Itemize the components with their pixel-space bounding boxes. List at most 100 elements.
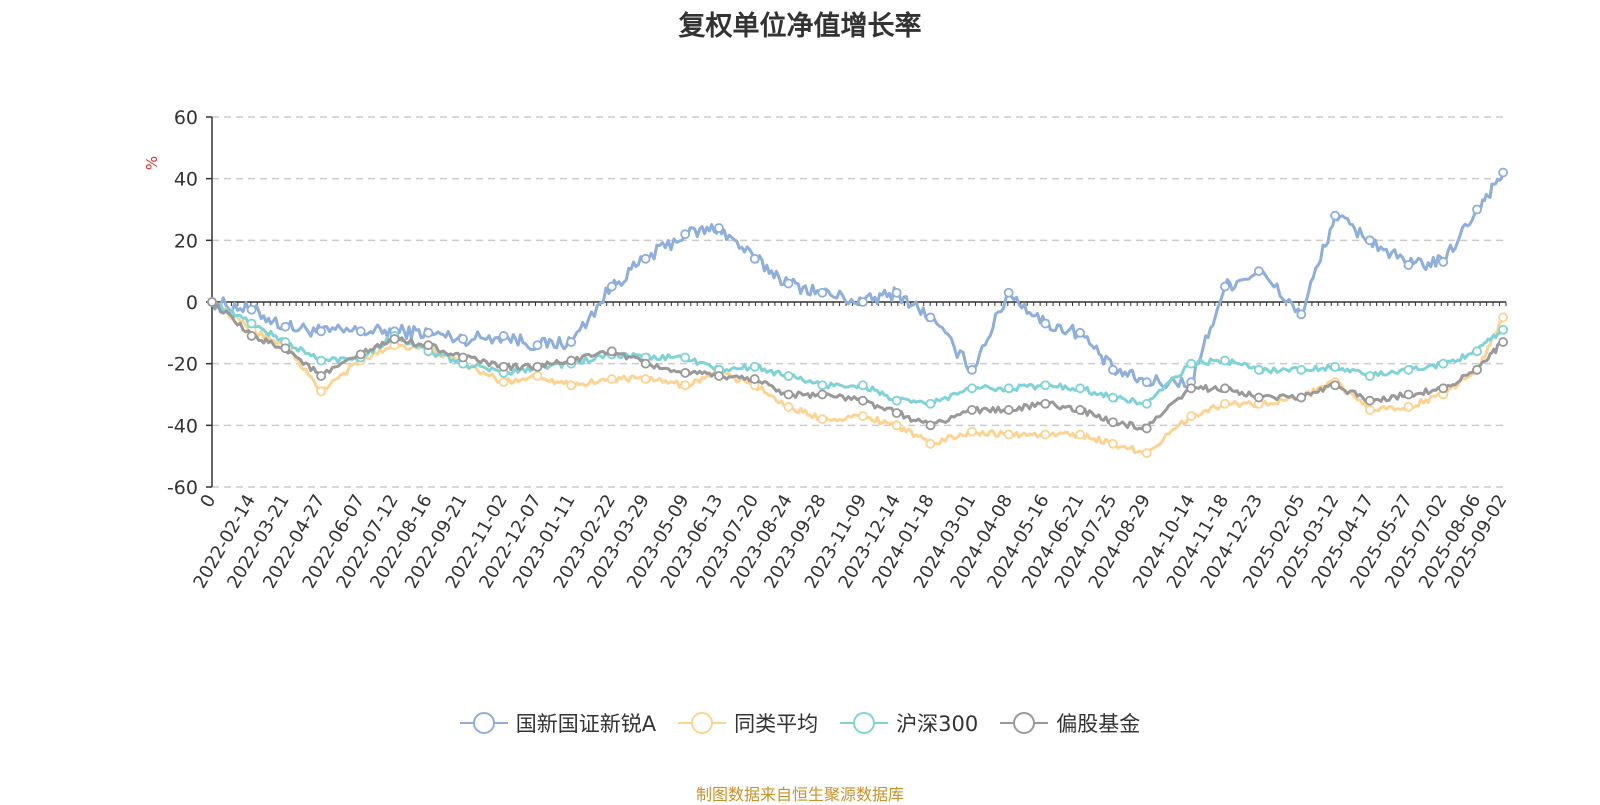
data-point [532,340,543,351]
data-point [925,312,936,323]
data-point [1364,405,1375,415]
legend-item[interactable]: 沪深300 [840,708,978,738]
data-point [1330,361,1340,372]
data-point [749,361,760,372]
data-point [280,321,291,332]
data-point [1403,260,1414,270]
data-point [316,371,327,381]
data-point [1472,346,1482,357]
data-point [246,304,257,315]
data-point [1253,392,1264,403]
data-point [1186,358,1197,369]
data-point [1330,210,1340,221]
data-point [1040,318,1051,329]
data-point [316,386,327,397]
data-point [1220,383,1230,394]
source-note: 制图数据来自恒生聚源数据库 [695,785,904,804]
data-point [1330,380,1340,391]
data-point [1498,324,1509,335]
data-point [1472,204,1482,215]
data-point [891,420,902,431]
legend: 国新国证新锐A 同类平均 沪深300 偏股基金 [0,708,1600,738]
data-point [423,327,434,338]
legend-label: 国新国证新锐A [515,712,657,736]
data-point [1075,383,1086,394]
data-point [1075,405,1086,415]
data-point [1364,395,1375,406]
data-point [1220,355,1230,366]
data-point [389,334,400,344]
data-point [606,281,617,292]
data-point [1003,287,1014,298]
data-point [817,414,828,425]
data-point [1403,389,1414,400]
data-point [891,395,902,406]
y-tick-label: -60 [167,477,198,499]
data-point [967,405,977,415]
legend-item[interactable]: 同类平均 [678,708,818,738]
y-tick-label: -20 [167,354,198,376]
data-point [498,331,509,341]
data-point [714,371,724,381]
data-point [246,318,257,329]
y-tick-label: -40 [167,415,198,437]
data-point [857,411,868,421]
data-point [925,420,936,431]
data-point [1403,401,1414,412]
legend-label: 偏股基金 [1056,712,1141,736]
data-point [1141,423,1152,434]
data-point [967,426,977,437]
data-point [857,380,868,391]
series-line-1 [210,301,1505,457]
data-point [1108,417,1118,428]
legend-marker-icon [1000,712,1049,734]
chart-title: 复权单位净值增长率 [678,11,922,42]
data-point [316,326,327,337]
data-point [1108,364,1118,375]
data-point [1498,312,1509,323]
data-point [680,380,691,391]
data-point [857,395,868,406]
legend-item[interactable]: 偏股基金 [1000,708,1140,738]
data-point [423,340,434,351]
data-point [1438,257,1449,267]
data-point [783,389,794,400]
data-point [1003,405,1014,415]
data-point [207,297,217,307]
data-point [925,438,936,449]
data-point [1364,371,1375,381]
y-tick-label: 0 [186,292,198,314]
y-axis: -60 -40 -20 0 20 40 60 [167,107,213,499]
data-point [817,287,828,298]
data-point [1253,364,1264,375]
data-point [280,343,291,354]
data-point [606,374,617,384]
data-point [355,349,366,360]
data-point [967,383,977,394]
data-point [1040,398,1051,409]
data-point [532,361,543,372]
data-point [1075,327,1086,338]
data-point [857,297,868,307]
data-point [891,408,902,418]
data-point [1296,392,1307,403]
data-point [783,278,794,289]
legend-item[interactable]: 国新国证新锐A [459,708,657,738]
data-point [967,364,977,375]
data-point [1220,281,1230,292]
legend-label: 同类平均 [734,712,819,736]
data-point [458,352,468,363]
data-point [680,368,691,378]
data-point [1296,309,1307,320]
data-point [458,334,468,344]
x-tick-label: 0 [196,491,220,511]
data-point [246,331,257,341]
data-point [1253,266,1264,277]
data-point [783,371,794,381]
data-point [817,380,828,391]
data-point [714,223,724,233]
data-point [749,253,760,264]
data-point [680,229,691,240]
data-point [1438,358,1449,369]
data-point [532,371,543,381]
